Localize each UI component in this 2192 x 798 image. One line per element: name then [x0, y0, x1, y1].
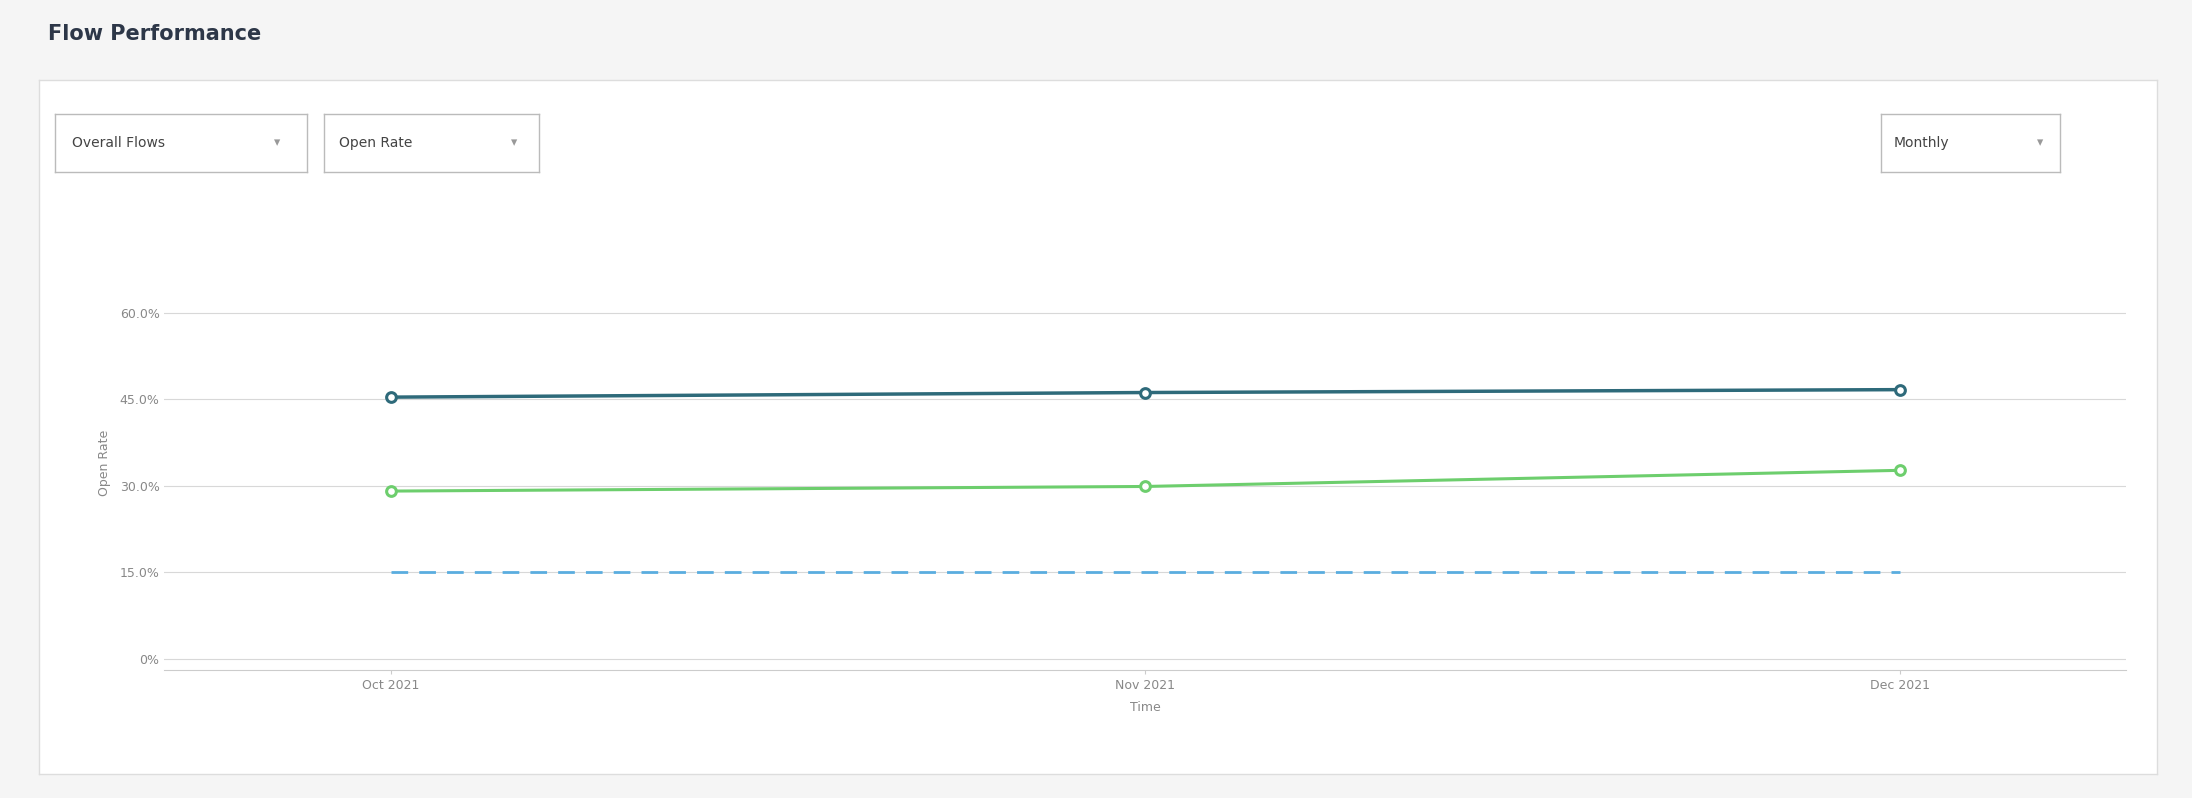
X-axis label: Time: Time	[1129, 701, 1162, 713]
Y-axis label: Open Rate: Open Rate	[99, 429, 112, 496]
Text: ▾: ▾	[2036, 136, 2043, 149]
Text: Open Rate: Open Rate	[340, 136, 412, 150]
Text: Flow Performance: Flow Performance	[48, 24, 261, 44]
Text: ▾: ▾	[274, 136, 281, 149]
Text: ▾: ▾	[511, 136, 517, 149]
Text: Monthly: Monthly	[1894, 136, 1949, 150]
Text: Overall Flows: Overall Flows	[72, 136, 164, 150]
